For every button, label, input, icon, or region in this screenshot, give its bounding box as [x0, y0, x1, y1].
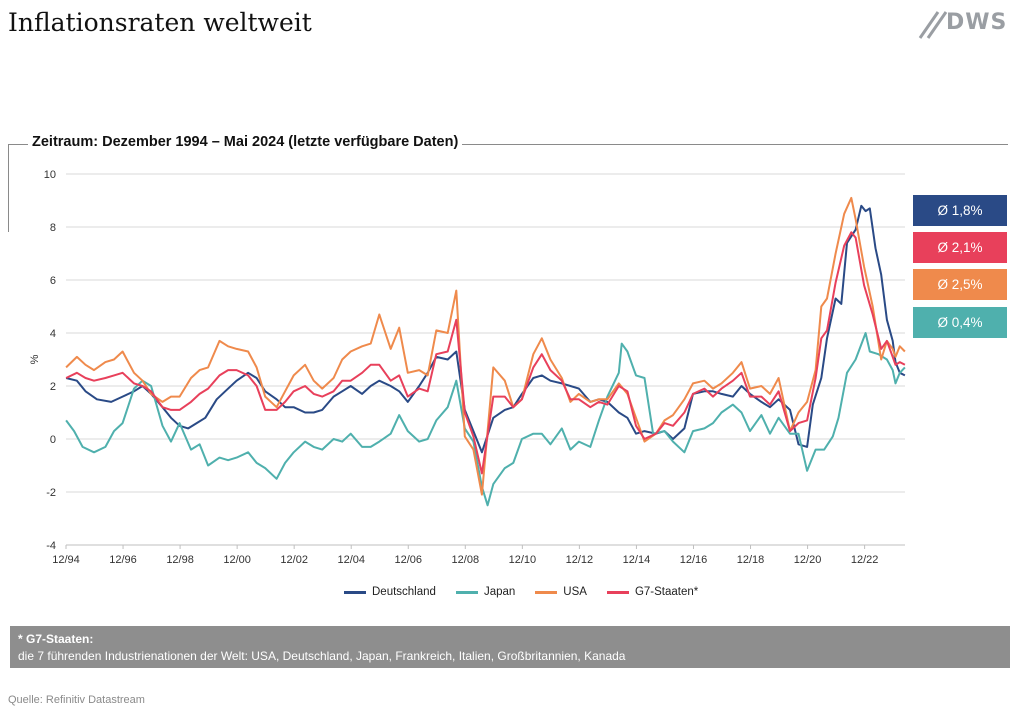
- x-tick-label: 12/94: [52, 554, 80, 566]
- inflation-line-chart: -4 -2 0 2 4 6 8 10% 12/94 12/96 12/98 12/00 12/02 12/…: [29, 169, 906, 566]
- y-tick-label: 6: [50, 275, 56, 287]
- x-tick-label: 12/02: [280, 554, 308, 566]
- x-tick-label: 12/16: [680, 554, 708, 566]
- x-tick-label: 12/20: [794, 554, 822, 566]
- x-tick-label: 12/04: [337, 554, 365, 566]
- series-line-deutschland: [65, 204, 906, 454]
- grid-layer: [65, 173, 905, 549]
- y-tick-label: -4: [46, 540, 56, 552]
- legend-item-usa: USA: [535, 586, 587, 598]
- legend-item-g7: G7-Staaten*: [606, 586, 699, 598]
- dws-logo: DWS: [946, 10, 1008, 35]
- y-tick-label: 0: [50, 434, 56, 446]
- footnote-heading: * G7-Staaten:: [18, 632, 94, 646]
- legend-item-deutschland: Deutschland: [344, 586, 436, 598]
- x-tick-label: 12/14: [623, 554, 651, 566]
- frame-left-line: [8, 144, 9, 232]
- series-line-g7-staaten: [65, 231, 906, 475]
- footnote-box: * G7-Staaten: die 7 führenden Industrien…: [10, 626, 1010, 668]
- y-tick-label: 10: [44, 169, 56, 181]
- dws-logo-mark-icon: [918, 11, 948, 39]
- y-tick-label: 4: [50, 328, 56, 340]
- page-title: Inflationsraten weltweit: [8, 8, 312, 37]
- avg-box-usa: Ø 2,5%: [913, 269, 1007, 300]
- y-tick-label: 2: [50, 381, 56, 393]
- footnote-text: die 7 führenden Industrienationen der We…: [18, 649, 626, 663]
- legend-label: Japan: [483, 586, 516, 598]
- legend-swatch: [344, 590, 366, 594]
- legend-swatch: [606, 590, 629, 594]
- frame-top-line: [8, 144, 1008, 145]
- x-tick-label: 12/96: [109, 554, 137, 566]
- y-tick-label: 8: [50, 222, 56, 234]
- avg-box-deutschland: Ø 1,8%: [913, 195, 1007, 226]
- legend-item-japan: Japan: [455, 586, 516, 598]
- x-tick-label: 12/98: [166, 554, 194, 566]
- x-tick-label: 12/06: [394, 554, 422, 566]
- chart-legend: Deutschland Japan USA G7-Staaten*: [344, 586, 698, 598]
- series-line-japan: [65, 332, 906, 507]
- x-tick-label: 12/10: [509, 554, 537, 566]
- x-tick-label: 12/22: [851, 554, 879, 566]
- legend-swatch: [455, 590, 478, 594]
- x-tick-label: 12/12: [566, 554, 594, 566]
- label-layer: -4 -2 0 2 4 6 8 10% 12/94 12/96 12/98 12/00 12/02 12/…: [29, 169, 878, 566]
- legend-label: G7-Staaten*: [634, 586, 699, 598]
- y-axis-label: %: [29, 354, 41, 364]
- avg-box-japan: Ø 0,4%: [913, 307, 1007, 338]
- x-tick-label: 12/08: [452, 554, 480, 566]
- series-layer: [65, 196, 906, 507]
- chart-subtitle: Zeitraum: Dezember 1994 – Mai 2024 (letz…: [28, 134, 463, 150]
- legend-label: Deutschland: [372, 586, 436, 598]
- series-line-usa: [65, 196, 906, 496]
- avg-box-g7: Ø 2,1%: [913, 232, 1007, 263]
- source-note: Quelle: Refinitiv Datastream: [8, 694, 145, 706]
- x-tick-label: 12/00: [223, 554, 251, 566]
- x-tick-label: 12/18: [737, 554, 765, 566]
- legend-swatch: [535, 590, 558, 594]
- legend-label: USA: [563, 586, 587, 598]
- y-tick-label: -2: [46, 487, 56, 499]
